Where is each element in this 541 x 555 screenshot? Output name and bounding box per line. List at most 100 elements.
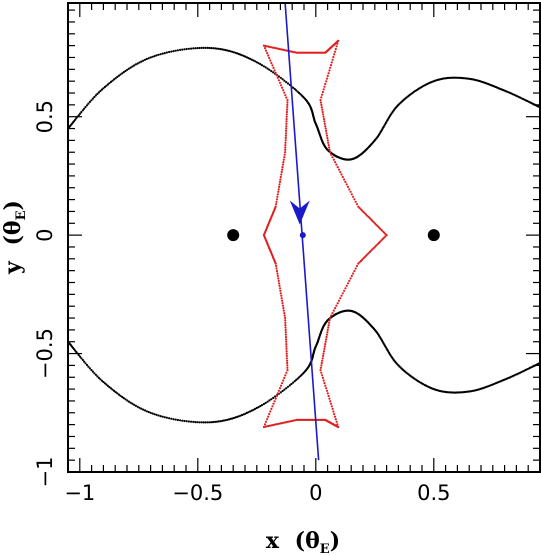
caustic-dot — [321, 110, 324, 114]
critical-curve-upper-dot — [185, 47, 188, 51]
caustic-dot — [327, 326, 330, 329]
caustic-dot — [277, 277, 280, 280]
caustic-dot — [328, 321, 331, 324]
caustic-dot — [282, 158, 285, 161]
critical-curve-upper-dot — [227, 49, 231, 53]
caustic-dot — [330, 405, 333, 408]
critical-curve-lower-dot — [272, 396, 275, 399]
caustic-dot — [279, 384, 283, 387]
caustic-dot — [324, 340, 327, 343]
caustic-dot — [285, 357, 288, 360]
critical-curve-upper-dot — [122, 71, 125, 74]
caustic-dot — [286, 359, 289, 362]
caustic-dot — [273, 69, 276, 72]
critical-curve-upper-dot — [255, 61, 258, 64]
caustic-dot — [323, 122, 326, 125]
critical-curve-upper-dot — [155, 54, 158, 57]
critical-curve-upper-dot — [87, 102, 90, 105]
critical-curve-upper-dot — [159, 53, 162, 56]
caustic-dot — [276, 76, 279, 79]
critical-curve-upper-dot — [240, 54, 244, 57]
caustic-dot — [328, 146, 331, 149]
caustic-dot — [284, 321, 287, 324]
caustic-dot — [277, 190, 280, 193]
critical-curve-upper-dot — [106, 83, 109, 86]
caustic-dot — [264, 49, 268, 52]
caustic-dot — [344, 287, 347, 290]
critical-curve-upper-dot — [217, 47, 220, 50]
caustic-dot — [354, 200, 357, 203]
critical-curve-upper-dot — [266, 67, 269, 70]
critical-curve-lower-dot — [293, 380, 296, 383]
critical-curve-lower-dot — [80, 357, 83, 360]
caustic-dot — [284, 333, 287, 336]
critical-curve-upper-dot — [222, 48, 225, 51]
critical-curve-lower-dot — [185, 420, 188, 423]
caustic-dot — [284, 331, 287, 334]
critical-curve-upper-dot — [140, 60, 143, 63]
caustic-dot — [276, 193, 279, 196]
caustic-dot — [343, 289, 346, 292]
critical-curve-lower-dot — [257, 406, 260, 409]
y-tick-label: −1 — [33, 457, 57, 488]
critical-curve-upper-dot — [127, 67, 130, 70]
caustic-dot — [329, 64, 333, 67]
caustic-dot — [285, 122, 288, 125]
caustic-dot — [280, 294, 283, 297]
critical-curve-lower-dot — [202, 421, 205, 424]
caustic-dot — [275, 203, 278, 206]
critical-curve-upper-dot — [97, 91, 100, 94]
tick-marks — [67, 3, 541, 473]
critical-curve-upper-dot — [206, 46, 209, 50]
caustic-dot — [328, 148, 331, 151]
critical-curve-lower-dot — [281, 389, 284, 393]
lens-point-2 — [427, 229, 440, 242]
critical-curve-upper-dot — [285, 81, 288, 84]
caustic-dot — [322, 88, 325, 91]
critical-curve-lower-dot — [229, 417, 232, 420]
caustic-dot — [323, 120, 326, 123]
critical-curve-upper-dot — [192, 47, 195, 50]
critical-curve-lower-dot — [221, 419, 224, 422]
critical-curve-lower-dot — [249, 410, 252, 413]
caustic-dot — [286, 369, 289, 372]
caustic-dot — [322, 115, 325, 118]
critical-curve-lower-dot — [234, 416, 237, 419]
caustic-dot — [284, 151, 287, 154]
caustic-dot — [268, 413, 271, 416]
caustic-dot — [337, 39, 340, 43]
critical-curve-upper-dot — [126, 68, 129, 71]
caustic-dot — [348, 188, 351, 191]
critical-curve-lower-dot — [138, 406, 141, 409]
critical-curve-lower-dot — [108, 386, 111, 389]
critical-curve-upper-dot — [187, 47, 190, 50]
caustic-dot — [275, 74, 278, 77]
caustic-dot — [281, 163, 285, 166]
caustic-dot — [328, 69, 331, 72]
caustic-dot — [270, 61, 273, 65]
caustic-dot — [321, 374, 324, 377]
critical-curve-upper-dot — [80, 110, 83, 114]
critical-curve-lower-dot — [255, 406, 258, 410]
caustic-dot — [340, 173, 343, 176]
caustic-dot — [278, 387, 282, 390]
caustic-dot — [320, 96, 323, 99]
critical-curve-lower-dot — [204, 421, 207, 424]
caustic-dot — [281, 86, 284, 89]
caustic-dot — [285, 120, 288, 123]
caustic-dot — [286, 108, 289, 111]
caustic-dot — [334, 161, 337, 164]
caustic-dot — [325, 389, 329, 392]
critical-curve-lower-dot — [93, 372, 96, 375]
caustic-dot — [284, 148, 287, 151]
critical-curve-lower-dot — [259, 405, 262, 408]
caustic-dot — [323, 347, 326, 350]
caustic-dot — [286, 103, 289, 106]
critical-curve-lower-dot — [266, 400, 269, 403]
critical-curve-lower-dot — [222, 419, 225, 422]
caustic-dot — [285, 113, 288, 116]
caustic-dot — [332, 158, 335, 161]
caustic-dot — [319, 99, 322, 102]
critical-curve-lower-dot — [286, 385, 290, 388]
caustic-dot — [285, 110, 288, 114]
